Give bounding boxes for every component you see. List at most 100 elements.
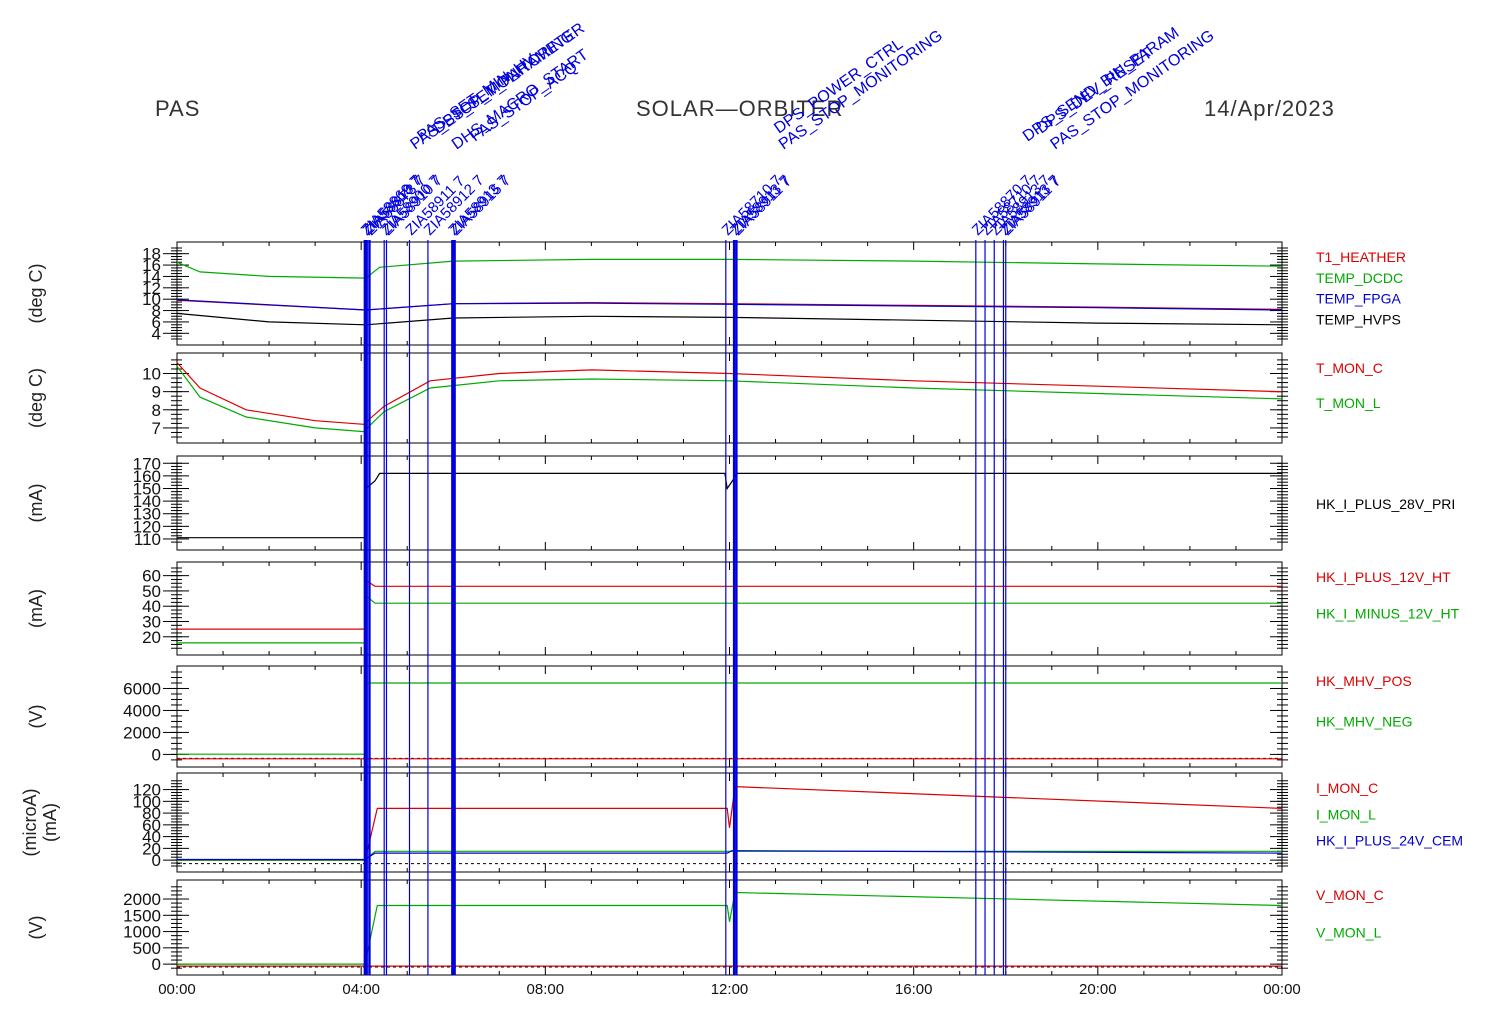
legend-entry: HK_I_PLUS_24V_CEM bbox=[1316, 833, 1463, 849]
y-tick-label: 120 bbox=[133, 781, 161, 800]
legend-entry: T1_HEATHER bbox=[1316, 249, 1406, 265]
y-tick-label: 30 bbox=[142, 612, 161, 631]
y-tick-label: 110 bbox=[134, 530, 161, 549]
y-tick-label: 170 bbox=[133, 454, 161, 473]
series-line bbox=[176, 299, 1283, 311]
y-tick-label: 7 bbox=[152, 419, 161, 438]
series-line bbox=[176, 258, 1283, 279]
series-line bbox=[177, 682, 1282, 755]
legend-entry: T_MON_L bbox=[1316, 395, 1381, 411]
y-tick-label: 4000 bbox=[123, 701, 161, 720]
legend-entry: HK_I_PLUS_28V_PRI bbox=[1316, 496, 1455, 512]
legend-entry: I_MON_C bbox=[1316, 780, 1378, 796]
y-tick-label: 1000 bbox=[123, 923, 161, 942]
legend-entry: TEMP_DCDC bbox=[1316, 270, 1403, 286]
y-tick-label: 2000 bbox=[123, 723, 161, 742]
y-tick-label: 60 bbox=[142, 567, 161, 586]
y-tick-label: 9 bbox=[152, 383, 161, 402]
legend-entry: T_MON_C bbox=[1316, 360, 1383, 376]
y-tick-label: 12 bbox=[142, 279, 161, 298]
y-tick-label: 0 bbox=[152, 745, 161, 764]
event-command-label: DPS_POWER_CTRL bbox=[771, 36, 906, 138]
series-line bbox=[177, 472, 1282, 539]
y-tick-label: 18 bbox=[142, 245, 161, 264]
legend-entry: TEMP_FPGA bbox=[1316, 291, 1401, 307]
x-tick-label: 12:00 bbox=[711, 981, 749, 998]
x-tick-label: 04:00 bbox=[342, 981, 380, 998]
series-line bbox=[177, 850, 1283, 861]
y-axis-label: (V) bbox=[26, 705, 46, 729]
y-axis-label: (deg C) bbox=[26, 368, 46, 428]
panel-frame bbox=[176, 455, 1283, 551]
series-line bbox=[176, 312, 1283, 326]
y-tick-label: 60 bbox=[142, 816, 161, 835]
y-tick-label: 8 bbox=[152, 401, 161, 420]
event-command-label: PAS_STOP_MONITORING bbox=[1048, 27, 1218, 153]
legend-entry: HK_MHV_POS bbox=[1316, 673, 1412, 689]
event-command-label: PAS_STOP_MONITORING bbox=[776, 27, 946, 153]
y-tick-label: 0 bbox=[152, 955, 161, 974]
y-tick-label: 4 bbox=[152, 324, 161, 343]
panel-frame bbox=[176, 241, 1283, 346]
panel-frame bbox=[176, 665, 1283, 768]
x-tick-label: 20:00 bbox=[1079, 981, 1117, 998]
y-tick-label: 0 bbox=[152, 851, 161, 870]
y-axis-label: (V) bbox=[26, 916, 46, 940]
y-tick-label: 40 bbox=[142, 597, 161, 616]
y-tick-label: 40 bbox=[142, 828, 161, 847]
header-mission: SOLAR—ORBITER bbox=[636, 96, 844, 121]
y-tick-label: 130 bbox=[133, 505, 161, 524]
event-command-labels: PAS_STOP_MONITORINGPAS_SET_MIN_HVDPS_SET… bbox=[408, 20, 1218, 153]
header-date: 14/Apr/2023 bbox=[1204, 96, 1335, 121]
y-tick-label: 10 bbox=[142, 290, 161, 309]
y-tick-label: 50 bbox=[142, 582, 161, 601]
y-axis-label: (mA) bbox=[26, 589, 46, 628]
x-tick-label: 00:00 bbox=[158, 981, 196, 998]
legend-entry: I_MON_L bbox=[1316, 806, 1376, 822]
y-axis-label: (mA) bbox=[40, 803, 60, 842]
y-tick-label: 8 bbox=[152, 302, 161, 321]
x-tick-label: 08:00 bbox=[527, 981, 565, 998]
y-tick-label: 6 bbox=[152, 313, 161, 332]
y-tick-label: 10 bbox=[142, 365, 161, 384]
y-axis-label: (deg C) bbox=[26, 263, 46, 323]
y-tick-label: 160 bbox=[133, 467, 161, 486]
legend-entry: V_MON_C bbox=[1316, 887, 1384, 903]
series-line bbox=[177, 891, 1283, 965]
y-tick-label: 16 bbox=[142, 256, 161, 275]
y-tick-label: 20 bbox=[142, 839, 161, 858]
y-axis-label: (mA) bbox=[26, 484, 46, 523]
y-tick-label: 500 bbox=[133, 939, 161, 958]
legend-entry: V_MON_L bbox=[1316, 925, 1382, 941]
y-axis-label: (microA) bbox=[20, 789, 40, 857]
y-tick-label: 80 bbox=[142, 804, 161, 823]
y-tick-label: 20 bbox=[142, 628, 161, 647]
series-line bbox=[176, 365, 1283, 433]
y-tick-label: 140 bbox=[133, 492, 161, 511]
legend-entry: TEMP_HVPS bbox=[1316, 311, 1401, 327]
y-tick-label: 14 bbox=[142, 267, 161, 286]
y-tick-label: 1500 bbox=[123, 906, 161, 925]
header-instrument: PAS bbox=[155, 96, 201, 121]
y-tick-label: 100 bbox=[133, 792, 161, 811]
x-tick-label: 00:00 bbox=[1263, 981, 1301, 998]
series-line bbox=[177, 594, 1282, 644]
y-tick-label: 6000 bbox=[123, 679, 161, 698]
y-tick-label: 2000 bbox=[123, 890, 161, 909]
x-tick-label: 16:00 bbox=[895, 981, 933, 998]
panel-frame bbox=[176, 561, 1283, 656]
series-line bbox=[177, 785, 1283, 861]
series-line bbox=[177, 579, 1282, 630]
panel-5: 0 2000 4000 6000 (V) HK_MHV_POS HK_MHV_NEG bbox=[26, 665, 1412, 768]
panel-frame bbox=[176, 879, 1283, 976]
legend-entry: HK_MHV_NEG bbox=[1316, 714, 1412, 730]
panel-frame bbox=[176, 772, 1283, 873]
